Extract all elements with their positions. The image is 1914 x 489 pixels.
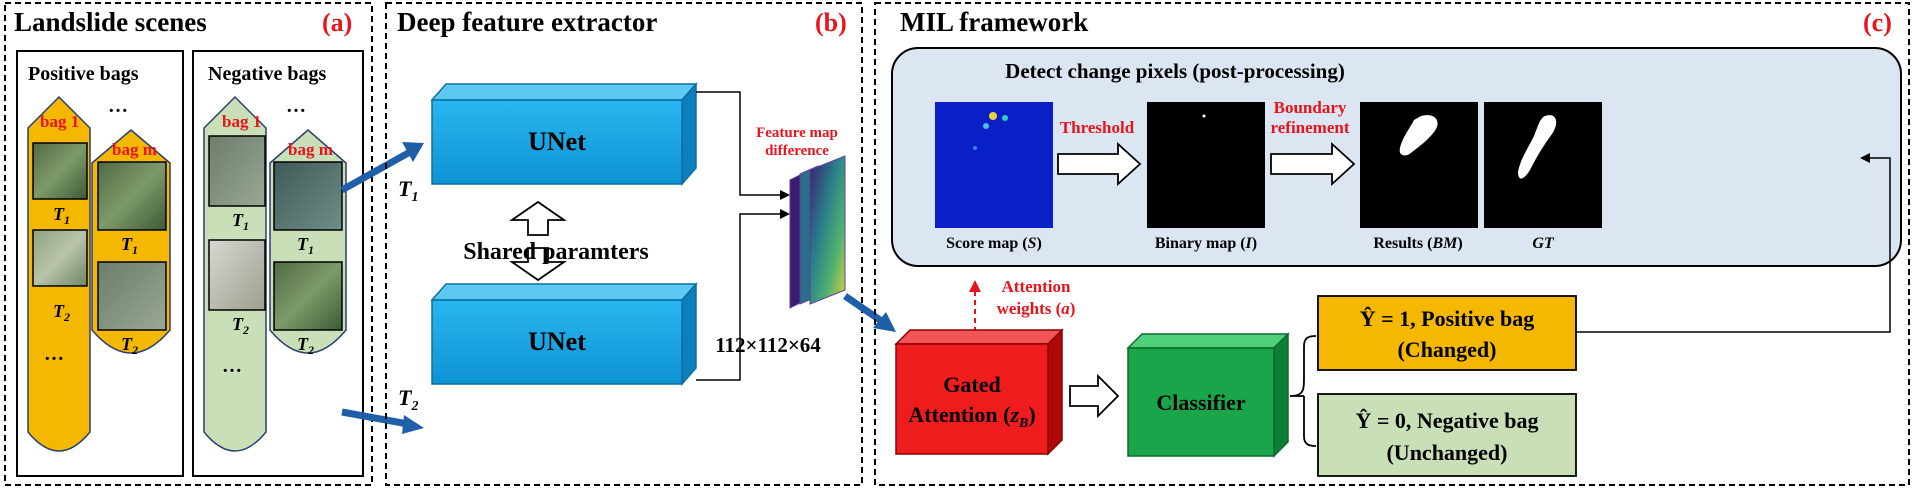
positive-output-line1: Ŷ = 1, Positive bag [1360,306,1534,331]
panel-b-frame [385,2,863,486]
panel-a-frame [4,2,373,486]
boundary-refinement-arrow [1270,141,1356,187]
threshold-label: Threshold [1060,118,1135,137]
shared-parameters-label: Shared paramters [463,239,649,265]
arrow-bag-to-unet-t2 [341,408,409,428]
panel-c-frame [874,2,1910,486]
feature-map-stack [789,155,846,309]
positive-bag-1-label: bag 1 [40,112,79,131]
shared-arrow-up [509,200,567,236]
connector-positive-to-detect [1576,153,1891,333]
negative-output-line2: (Unchanged) [1386,440,1507,465]
negative-bag-1-ellipsis: … [222,355,242,377]
negative-output-line1: Ŷ = 0, Negative bag [1355,408,1538,433]
arrow-feature-to-gated [843,293,882,323]
negative-bag-1-image-t1 [208,135,266,207]
binary-map-dot [1202,114,1206,118]
negative-bag-1-t2-label: T2 [232,314,249,337]
positive-bag-m-image-t1 [97,161,167,231]
gated-attention-box [894,328,1064,456]
positive-bag-m-image-t2 [97,261,167,331]
shared-arrow-down [509,247,567,282]
unet-top-label: UNet [528,127,586,156]
results-image [1360,102,1478,228]
arrow-feature-to-gated-head [873,312,896,332]
panel-c-title: MIL framework [900,7,1088,37]
binary-map-caption: Binary map (I) [1155,235,1257,252]
positive-bag-m-t1-label: T1 [121,234,138,257]
gated-attention-line2: Attention (zB) [908,402,1035,431]
negative-bag-1-t1-label: T1 [232,210,249,233]
classifier-label: Classifier [1156,390,1245,415]
panel-b-title: Deep feature extractor [397,7,657,37]
gt-caption: GT [1532,235,1555,252]
attention-weights-label-line2: weights (a) [997,299,1076,318]
negative-bags-title: Negative bags [208,63,327,85]
t1-input-label: T1 [398,176,418,205]
negative-output-box [1317,393,1577,477]
positive-bag-1-t2-label: T2 [53,301,70,324]
unet-top [430,82,698,186]
positive-bag-1-image-t1 [32,142,88,200]
negative-bag-m-image-t2 [273,261,343,331]
positive-output-box [1317,295,1577,371]
gated-to-classifier-arrow [1069,373,1120,419]
score-map-image [935,102,1053,228]
feature-map-label-line2: difference [765,143,829,159]
feature-dimensions: 112×112×64 [715,333,821,357]
positive-bag-top-ellipsis: … [108,95,128,117]
positive-bag-1-ellipsis: … [44,343,64,365]
output-brace [1289,335,1317,447]
negative-bag-m-t1-label: T1 [297,234,314,257]
connector-unet-bottom-to-feature [696,209,790,381]
negative-bag-m-label: bag m [288,140,333,159]
negative-bag-1-label: bag 1 [222,112,261,131]
panel-a-tag: (a) [322,8,352,37]
gt-image [1484,102,1602,228]
negative-bag-m-t2-label: T2 [297,334,314,357]
results-caption: Results (BM) [1373,235,1462,252]
panel-b-tag: (b) [815,8,847,37]
positive-bag-m-t2-label: T2 [121,334,138,357]
negative-bag-top-ellipsis: … [286,95,306,117]
unet-bottom-label: UNet [528,327,586,356]
positive-bag-1-image-t2 [32,229,88,287]
gated-attention-line1: Gated [943,372,1000,397]
boundary-label-line2: refinement [1271,118,1350,137]
panel-c-tag: (c) [1863,8,1892,37]
threshold-arrow [1057,141,1142,187]
positive-bag-m-label: bag m [112,140,157,159]
score-map-caption: Score map (S) [946,235,1042,252]
arrow-bag-to-unet-t1-head [402,142,424,162]
unet-bottom [430,282,698,386]
negative-bag-m-image-t1 [273,161,343,231]
attention-weights-label-line1: Attention [1002,277,1071,296]
t2-input-label: T2 [398,385,418,414]
binary-map-image [1147,102,1265,228]
positive-output-line2: (Changed) [1397,337,1496,362]
arrow-bag-to-unet-t2-head [402,415,424,434]
feature-map-label-line1: Feature map [756,125,838,141]
negative-bag-1-image-t2 [208,239,266,311]
classifier-box [1126,332,1290,458]
boundary-label-line1: Boundary [1274,98,1347,117]
arrow-bag-to-unet-t1 [340,148,412,194]
connector-unet-top-to-feature [696,91,790,200]
panel-a-title: Landslide scenes [14,7,207,37]
positive-bag-1-t1-label: T1 [53,204,70,227]
detect-change-title: Detect change pixels (post-processing) [1005,59,1345,83]
positive-bags-title: Positive bags [28,63,139,85]
